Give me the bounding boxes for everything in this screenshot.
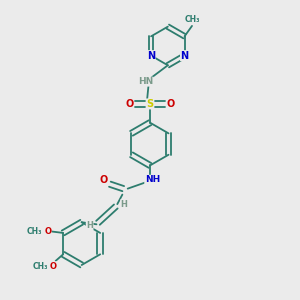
- Text: S: S: [146, 99, 154, 109]
- Text: O: O: [100, 175, 108, 185]
- Text: H: H: [121, 200, 128, 208]
- Text: CH₃: CH₃: [184, 16, 200, 25]
- Text: O: O: [44, 227, 51, 236]
- Text: CH₃: CH₃: [26, 227, 42, 236]
- Text: O: O: [167, 99, 175, 109]
- Text: N: N: [181, 51, 189, 61]
- Text: O: O: [50, 262, 57, 271]
- Text: HN: HN: [138, 77, 153, 86]
- Text: O: O: [125, 99, 133, 109]
- Text: CH₃: CH₃: [32, 262, 48, 271]
- Text: N: N: [147, 51, 155, 61]
- Text: H: H: [86, 221, 93, 230]
- Text: NH: NH: [145, 175, 160, 184]
